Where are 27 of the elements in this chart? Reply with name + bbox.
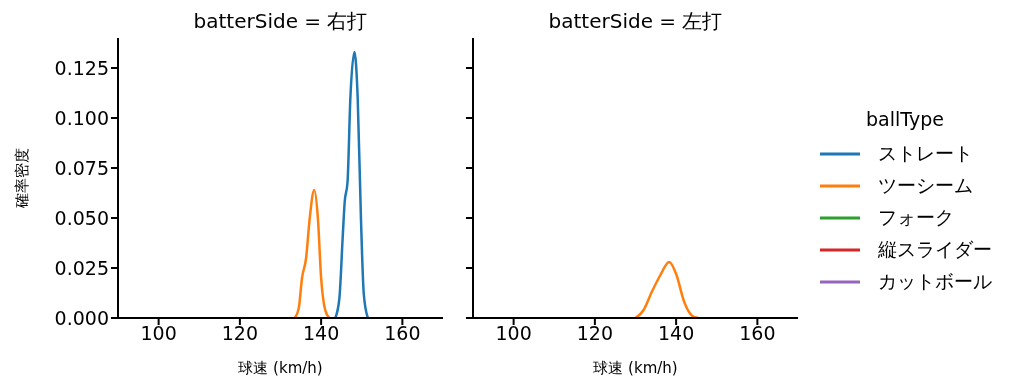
x-tick-label: 100 <box>495 322 532 345</box>
legend-label: ストレート <box>878 141 973 166</box>
x-tick-label: 120 <box>221 322 259 345</box>
x-tick-label: 120 <box>576 322 614 345</box>
y-tick-label: 0.025 <box>54 256 109 279</box>
x-axis-title: 球速 (km/h) <box>593 359 678 377</box>
legend-label: ツーシーム <box>878 173 973 198</box>
y-tick-label: 0.125 <box>54 56 109 79</box>
y-tick-label: 0.050 <box>54 206 109 229</box>
x-axis-title: 球速 (km/h) <box>238 359 323 377</box>
line-series <box>293 188 331 318</box>
chart-title: batterSide = 右打 <box>192 8 369 35</box>
x-tick-label: 160 <box>739 322 776 345</box>
x-tick-label: 140 <box>302 322 340 345</box>
y-tick-label: 0.075 <box>54 156 109 179</box>
legend-label: フォーク <box>878 205 954 230</box>
y-axis-title: 確率密度 <box>13 148 32 209</box>
line-series <box>334 50 370 318</box>
x-tick-label: 160 <box>384 322 421 345</box>
legend-label: 縦スライダー <box>878 237 992 262</box>
x-tick-label: 140 <box>657 322 695 345</box>
y-tick-label: 0.100 <box>54 106 109 129</box>
legend-label: カットボール <box>878 269 992 294</box>
chart-title: batterSide = 左打 <box>547 8 724 35</box>
x-tick-label: 100 <box>140 322 177 345</box>
y-tick-label: 0.000 <box>54 306 109 329</box>
legend-title: ballType <box>865 108 945 130</box>
